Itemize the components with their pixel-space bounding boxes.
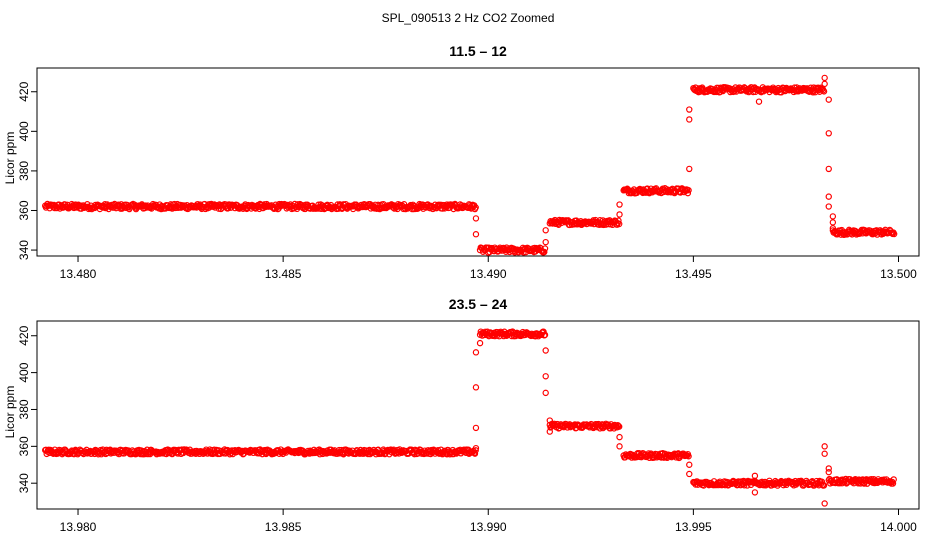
data-point [751, 472, 759, 480]
data-point [616, 201, 623, 208]
data-point [472, 349, 480, 356]
panel-top: 11.5 – 12 Licor ppm 13.480 13.485 13.490 13… [3, 43, 920, 281]
data-point [890, 476, 897, 483]
data-points [42, 328, 897, 507]
x-tick-label: 13.480 [60, 267, 97, 281]
x-tick-label: 13.485 [265, 267, 302, 281]
data-point [825, 203, 832, 210]
y-tick-label: 340 [17, 240, 31, 260]
axes: 13.480 13.485 13.490 13.495 13.500 340 360 380 4… [17, 67, 920, 281]
panel-bottom: 23.5 – 24 Licor ppm 13.980 13.985 13.990 13… [3, 296, 920, 534]
data-point [541, 245, 549, 252]
y-tick-label: 340 [17, 473, 31, 493]
data-point [521, 245, 528, 253]
data-point [890, 230, 898, 238]
data-point [684, 189, 692, 197]
data-point [821, 450, 828, 457]
data-point [829, 219, 837, 226]
y-tick-label: 360 [17, 436, 31, 456]
y-tick-label: 420 [17, 81, 31, 101]
x-tick-label: 13.995 [675, 520, 712, 534]
data-point [472, 204, 479, 211]
data-point [542, 373, 549, 380]
y-tick-label: 400 [17, 362, 31, 382]
y-tick-label: 380 [17, 399, 31, 419]
data-point [889, 480, 897, 487]
x-tick-label: 13.490 [470, 267, 507, 281]
axes: 13.980 13.985 13.990 13.995 14.000 340 360 380 4… [17, 320, 920, 534]
data-point [686, 470, 693, 478]
x-tick-label: 14.000 [880, 520, 917, 534]
data-point [825, 193, 832, 200]
data-point [615, 217, 622, 224]
x-tick-label: 13.985 [265, 520, 302, 534]
data-point [472, 424, 480, 432]
data-point [829, 213, 837, 220]
data-point [472, 215, 480, 222]
data-point [821, 443, 828, 450]
data-point [541, 331, 549, 339]
data-point [751, 489, 759, 496]
data-points [42, 74, 898, 256]
data-point [686, 165, 693, 173]
data-point [616, 211, 623, 218]
plot-frame [36, 320, 920, 510]
data-point [546, 428, 553, 435]
data-point [686, 106, 693, 113]
data-point [542, 347, 549, 354]
data-point [472, 384, 480, 391]
data-point [825, 465, 832, 472]
data-point [825, 96, 832, 103]
data-point [829, 225, 837, 232]
y-axis-label: Licor ppm [3, 132, 17, 185]
data-point [616, 220, 623, 228]
data-point [686, 116, 693, 123]
data-point [821, 74, 828, 82]
data-point [821, 500, 828, 507]
y-tick-label: 360 [17, 200, 31, 220]
data-point [472, 231, 480, 238]
data-point [542, 227, 549, 234]
x-tick-label: 13.495 [675, 267, 712, 281]
y-tick-label: 380 [17, 161, 31, 181]
data-point [614, 421, 621, 429]
data-point [685, 453, 692, 460]
data-point [825, 468, 832, 476]
data-point [820, 88, 828, 95]
panel-title: 11.5 – 12 [449, 43, 507, 59]
data-point [540, 328, 547, 335]
data-point [616, 433, 623, 441]
x-tick-label: 13.980 [60, 520, 97, 534]
data-point [825, 130, 832, 137]
panel-title: 23.5 – 24 [449, 296, 508, 312]
x-tick-label: 13.990 [470, 520, 507, 534]
plot-frame [36, 67, 920, 257]
data-point [542, 389, 549, 397]
data-point [820, 482, 828, 489]
data-point [825, 165, 832, 173]
data-point [868, 475, 875, 483]
data-point [686, 461, 693, 468]
data-point [616, 443, 623, 450]
y-tick-label: 400 [17, 121, 31, 141]
data-point [821, 80, 828, 88]
data-point [615, 422, 622, 430]
figure-title: SPL_090513 2 Hz CO2 Zoomed [382, 11, 555, 25]
data-point [685, 187, 692, 194]
data-point [546, 417, 553, 424]
y-axis-label: Licor ppm [3, 386, 17, 439]
y-tick-label: 420 [17, 325, 31, 345]
x-tick-label: 13.500 [880, 267, 917, 281]
data-point [472, 444, 480, 452]
data-point [616, 423, 623, 430]
data-point [476, 339, 484, 347]
data-point [541, 248, 548, 256]
data-point [755, 98, 763, 105]
data-point [542, 238, 549, 246]
